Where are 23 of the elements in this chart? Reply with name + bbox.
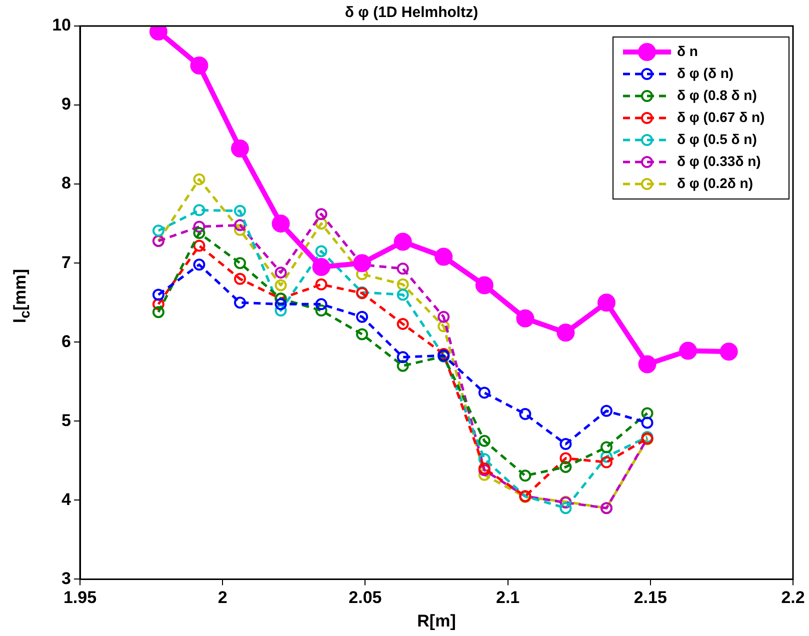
x-tick-label: 2.05 (348, 588, 382, 608)
legend-label: δ φ (0.33δ n) (677, 152, 761, 169)
x-tick-label: 2.15 (634, 588, 667, 608)
legend-label: δ n (677, 42, 698, 59)
x-tick-label: 2.1 (496, 588, 520, 608)
chart-title: δ φ (1D Helmholtz) (344, 4, 478, 22)
y-tick-label: 3 (62, 568, 71, 588)
legend-label: δ φ (0.67 δ n) (677, 108, 765, 125)
legend-label: δ φ (δ n) (677, 64, 734, 81)
y-tick-label: 8 (62, 174, 71, 193)
legend-label: δ φ (0.5 δ n) (677, 130, 757, 147)
x-tick-label: 2.2 (781, 588, 805, 608)
y-tick-label: 10 (52, 16, 71, 35)
legend-label: δ φ (0.8 δ n) (677, 86, 757, 103)
x-tick-label: 1.95 (63, 588, 97, 608)
y-tick-label: 4 (62, 490, 72, 509)
y-tick-label: 9 (62, 94, 71, 114)
x-axis-title: R[m] (417, 611, 456, 630)
legend-label: δ φ (0.2δ n) (677, 174, 754, 191)
y-tick-label: 5 (62, 410, 71, 430)
y-tick-label: 6 (62, 332, 71, 351)
y-tick-label: 7 (62, 252, 71, 272)
x-tick-label: 2 (218, 588, 228, 608)
